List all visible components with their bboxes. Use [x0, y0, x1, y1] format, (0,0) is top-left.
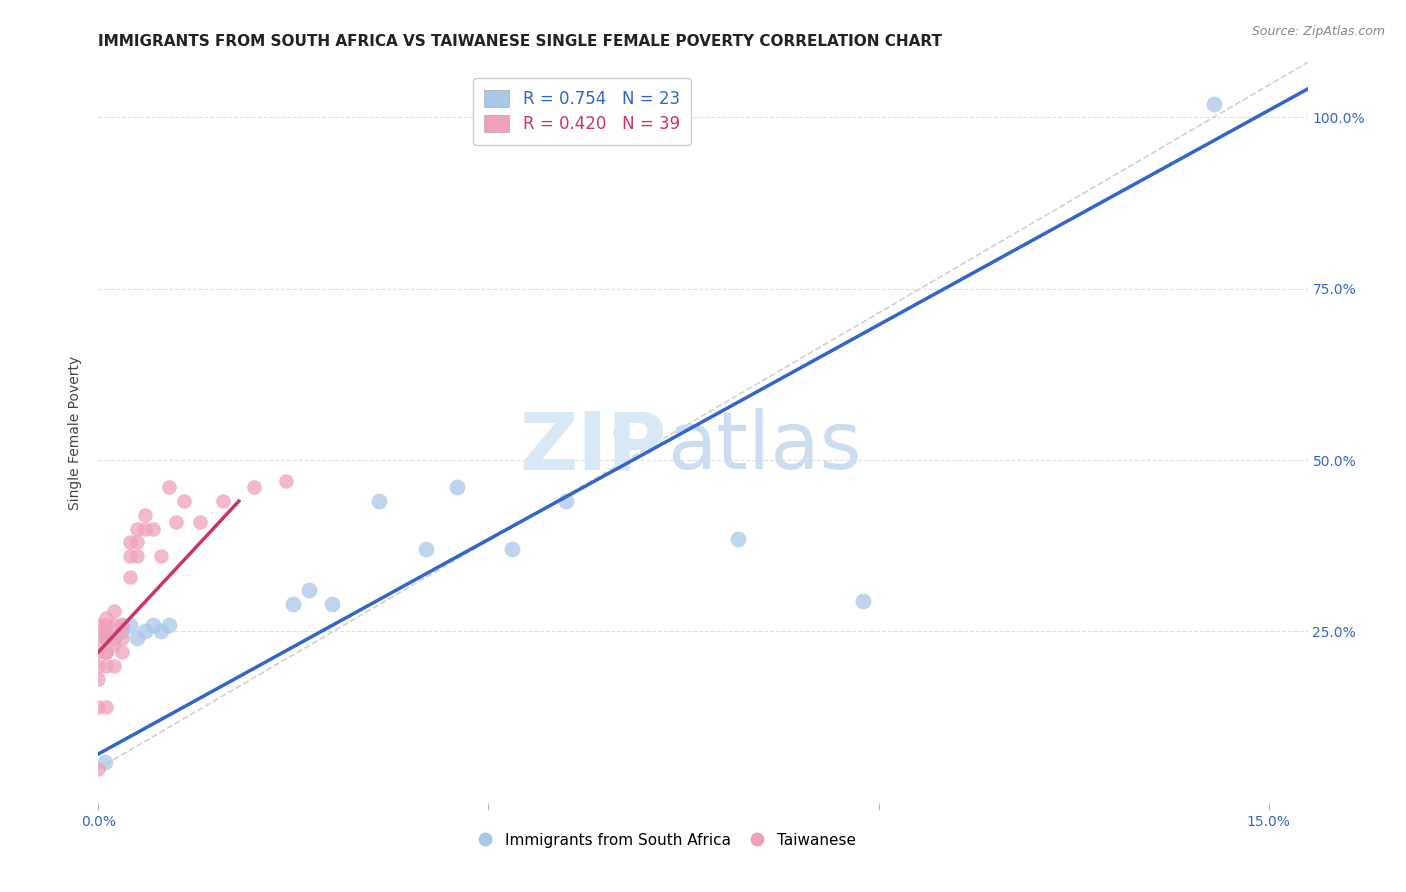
Point — [1202, 96, 1225, 111]
Point — [111, 624, 134, 639]
Point — [727, 532, 749, 546]
Point — [555, 494, 578, 508]
Point — [87, 762, 110, 776]
Point — [118, 549, 141, 563]
Point — [173, 494, 195, 508]
Point — [87, 645, 110, 659]
Point — [118, 569, 141, 583]
Point — [283, 597, 305, 611]
Point — [134, 624, 156, 639]
Point — [127, 535, 149, 549]
Point — [142, 617, 165, 632]
Point — [103, 604, 125, 618]
Point — [212, 494, 235, 508]
Point — [96, 624, 118, 639]
Point — [96, 645, 118, 659]
Text: atlas: atlas — [666, 409, 860, 486]
Point — [127, 632, 149, 646]
Point — [165, 515, 187, 529]
Point — [111, 632, 134, 646]
Point — [118, 617, 141, 632]
Point — [149, 549, 172, 563]
Text: IMMIGRANTS FROM SOUTH AFRICA VS TAIWANESE SINGLE FEMALE POVERTY CORRELATION CHAR: IMMIGRANTS FROM SOUTH AFRICA VS TAIWANES… — [98, 34, 942, 49]
Y-axis label: Single Female Poverty: Single Female Poverty — [69, 356, 83, 509]
Point — [127, 549, 149, 563]
Point — [157, 480, 180, 494]
Point — [134, 508, 156, 522]
Point — [157, 617, 180, 632]
Point — [321, 597, 343, 611]
Point — [96, 645, 118, 659]
Point — [87, 673, 110, 687]
Point — [103, 658, 125, 673]
Point — [103, 617, 125, 632]
Point — [134, 522, 156, 536]
Point — [96, 617, 118, 632]
Point — [111, 617, 134, 632]
Point — [103, 638, 125, 652]
Point — [127, 522, 149, 536]
Point — [93, 755, 115, 769]
Point — [96, 632, 118, 646]
Point — [118, 535, 141, 549]
Point — [446, 480, 468, 494]
Point — [87, 632, 110, 646]
Text: ZIP: ZIP — [519, 409, 666, 486]
Point — [368, 494, 391, 508]
Point — [415, 542, 437, 557]
Point — [87, 699, 110, 714]
Point — [188, 515, 211, 529]
Point — [111, 617, 134, 632]
Point — [274, 474, 297, 488]
Point — [298, 583, 321, 598]
Point — [243, 480, 266, 494]
Point — [96, 658, 118, 673]
Point — [610, 425, 633, 440]
Text: Source: ZipAtlas.com: Source: ZipAtlas.com — [1251, 25, 1385, 38]
Point — [87, 617, 110, 632]
Legend: Immigrants from South Africa, Taiwanese: Immigrants from South Africa, Taiwanese — [471, 826, 862, 855]
Point — [852, 593, 875, 607]
Point — [96, 699, 118, 714]
Point — [96, 610, 118, 624]
Point — [501, 542, 523, 557]
Point — [149, 624, 172, 639]
Point — [96, 632, 118, 646]
Point — [142, 522, 165, 536]
Point — [111, 645, 134, 659]
Point — [103, 632, 125, 646]
Point — [87, 658, 110, 673]
